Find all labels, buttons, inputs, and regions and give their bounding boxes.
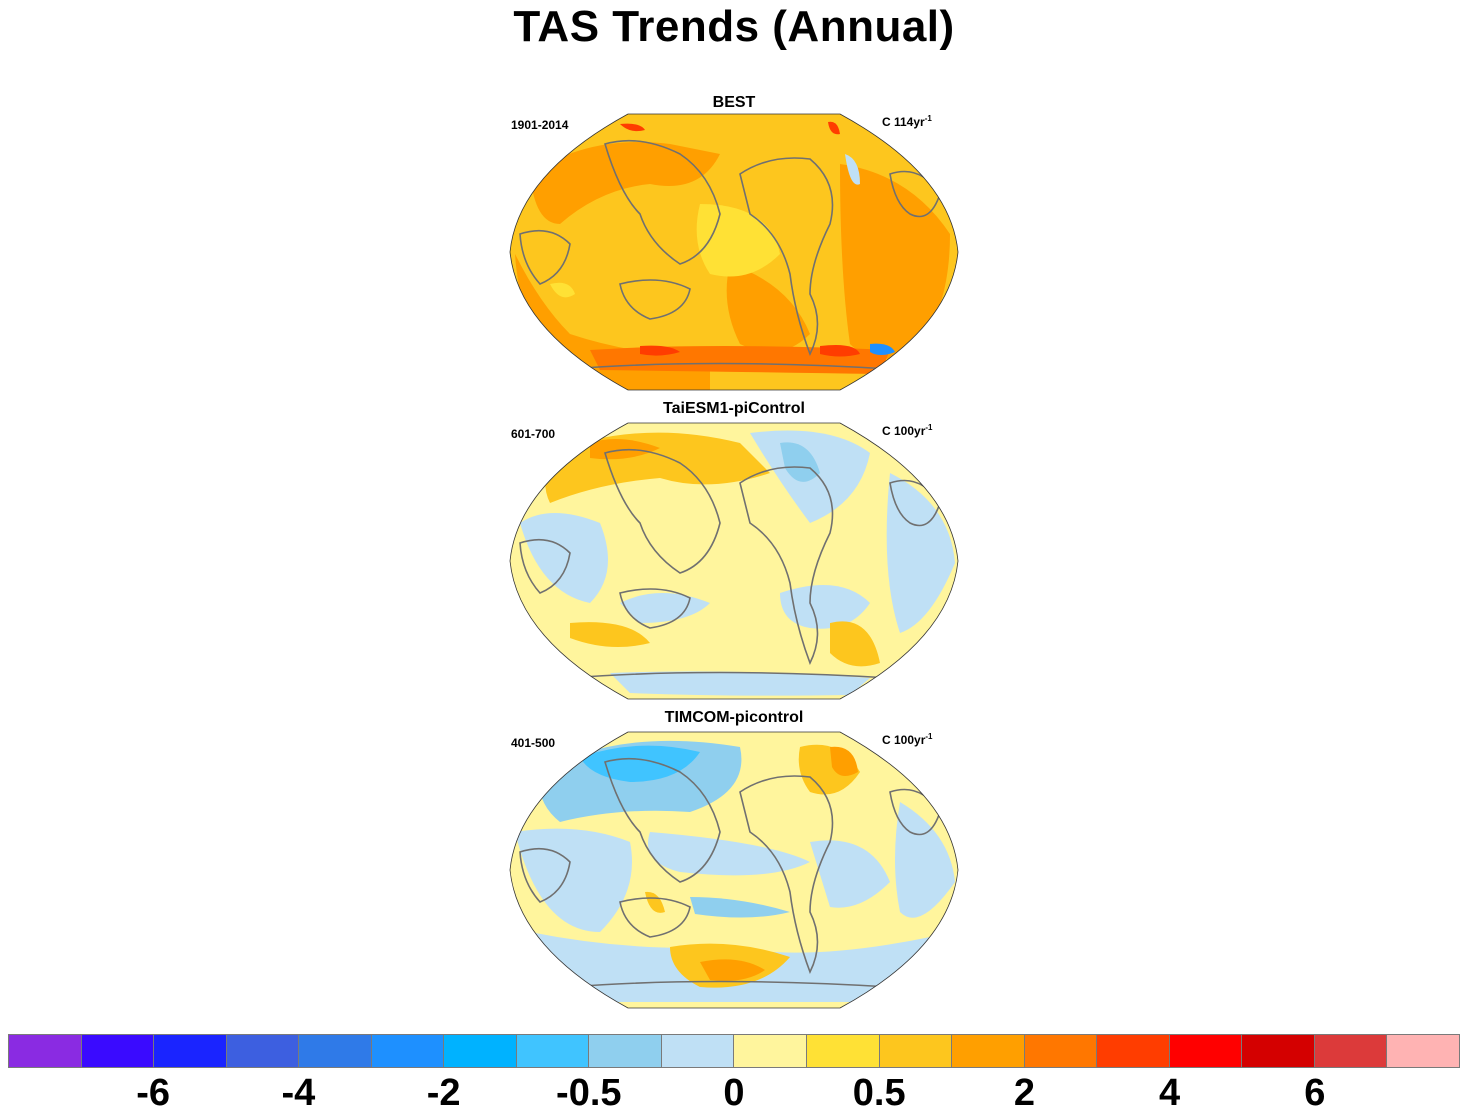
- trend-region: [648, 832, 810, 876]
- trend-region: [820, 345, 860, 357]
- colorbar-tick-label: -0.5: [556, 1072, 622, 1114]
- trend-region: [620, 593, 710, 623]
- map-timcom: [509, 731, 959, 1009]
- coastline: [569, 980, 891, 988]
- coastline: [739, 157, 834, 356]
- trend-region: [830, 746, 858, 776]
- trend-region: [550, 282, 575, 298]
- colorbar-box: [1387, 1034, 1460, 1068]
- coastline: [569, 671, 891, 679]
- colorbar-box: [8, 1034, 82, 1068]
- colorbar-tick-label: -4: [281, 1072, 316, 1114]
- trend-region: [840, 164, 950, 359]
- colorbar-box: [299, 1034, 372, 1068]
- period-label-taiesm1: 601-700: [511, 427, 556, 441]
- map-taiesm1: [509, 422, 959, 700]
- coastline: [739, 466, 834, 665]
- coastline: [604, 757, 721, 883]
- main-title: TAS Trends (Annual): [513, 2, 955, 51]
- trend-region: [780, 442, 820, 482]
- units-label-taiesm1: C 100yr-1: [882, 423, 933, 438]
- coastline: [519, 847, 571, 903]
- trend-region: [530, 142, 720, 224]
- colorbar-box: [371, 1034, 445, 1068]
- period-label-timcom: 401-500: [511, 736, 556, 750]
- coastline: [619, 279, 691, 320]
- coastline: [604, 448, 721, 574]
- colorbar-box: [1242, 1034, 1315, 1068]
- colorbar-box: [444, 1034, 517, 1068]
- trend-region: [726, 264, 810, 352]
- map-outline: [509, 731, 959, 1009]
- colorbar-box: [81, 1034, 155, 1068]
- trend-region: [610, 671, 870, 696]
- trend-region: [620, 123, 645, 132]
- colorbar-box: [516, 1034, 590, 1068]
- trend-region: [640, 345, 680, 356]
- coastline: [889, 479, 941, 527]
- trend-region: [828, 121, 840, 135]
- colorbar-box: [1097, 1034, 1170, 1068]
- colorbar-box: [879, 1034, 953, 1068]
- colorbar-tick-label: 0.5: [852, 1072, 906, 1114]
- colorbar-box: [807, 1034, 880, 1068]
- trend-region: [515, 828, 632, 932]
- colorbar-box: [154, 1034, 227, 1068]
- colorbar-box: [226, 1034, 300, 1068]
- trend-region: [780, 585, 870, 629]
- panel-title-best: BEST: [712, 94, 756, 111]
- units-label-timcom: C 100yr-1: [882, 732, 933, 747]
- trend-region: [845, 154, 860, 185]
- trend-region: [886, 473, 955, 633]
- colorbar-box: [1024, 1034, 1098, 1068]
- trend-region: [830, 621, 880, 667]
- panel-title-taiesm1: TaiESM1-piControl: [663, 400, 805, 417]
- colorbar-box: [1314, 1034, 1388, 1068]
- trend-region: [700, 959, 765, 981]
- trend-region: [520, 513, 608, 603]
- units-label-best: C 114yr-1: [882, 114, 932, 129]
- trend-region: [570, 622, 650, 647]
- panel-title-timcom: TIMCOM-picontrol: [664, 709, 804, 726]
- colorbar-tick-label: 6: [1304, 1072, 1326, 1114]
- colorbar-tick-label: 0: [723, 1072, 745, 1114]
- coastline: [889, 788, 941, 836]
- colorbar-box: [734, 1034, 808, 1068]
- period-label-best: 1901-2014: [511, 118, 569, 132]
- coastline: [739, 775, 834, 974]
- colorbar-box: [589, 1034, 662, 1068]
- coastline: [569, 362, 891, 370]
- trend-region: [645, 891, 665, 913]
- colorbar-box: [1169, 1034, 1243, 1068]
- colorbar-box: [952, 1034, 1025, 1068]
- coastline: [619, 588, 691, 629]
- coastline: [619, 897, 691, 938]
- colorbar-box: [661, 1034, 735, 1068]
- map-outline: [509, 113, 959, 391]
- trend-region: [580, 745, 700, 782]
- coastline: [604, 139, 721, 265]
- colorbar: [8, 1034, 1460, 1068]
- colorbar-tick-label: -6: [136, 1072, 171, 1114]
- colorbar-tick-label: 2: [1013, 1072, 1035, 1114]
- trend-region: [810, 840, 890, 908]
- trend-region: [895, 802, 955, 918]
- coastline: [519, 538, 571, 594]
- colorbar-tick-label: 4: [1159, 1072, 1181, 1114]
- coastline: [889, 170, 941, 218]
- map-outline: [509, 422, 959, 700]
- trend-region: [870, 343, 895, 355]
- trend-region: [690, 897, 790, 918]
- map-best: [509, 113, 959, 391]
- colorbar-tick-label: -2: [426, 1072, 461, 1114]
- coastline: [519, 229, 571, 285]
